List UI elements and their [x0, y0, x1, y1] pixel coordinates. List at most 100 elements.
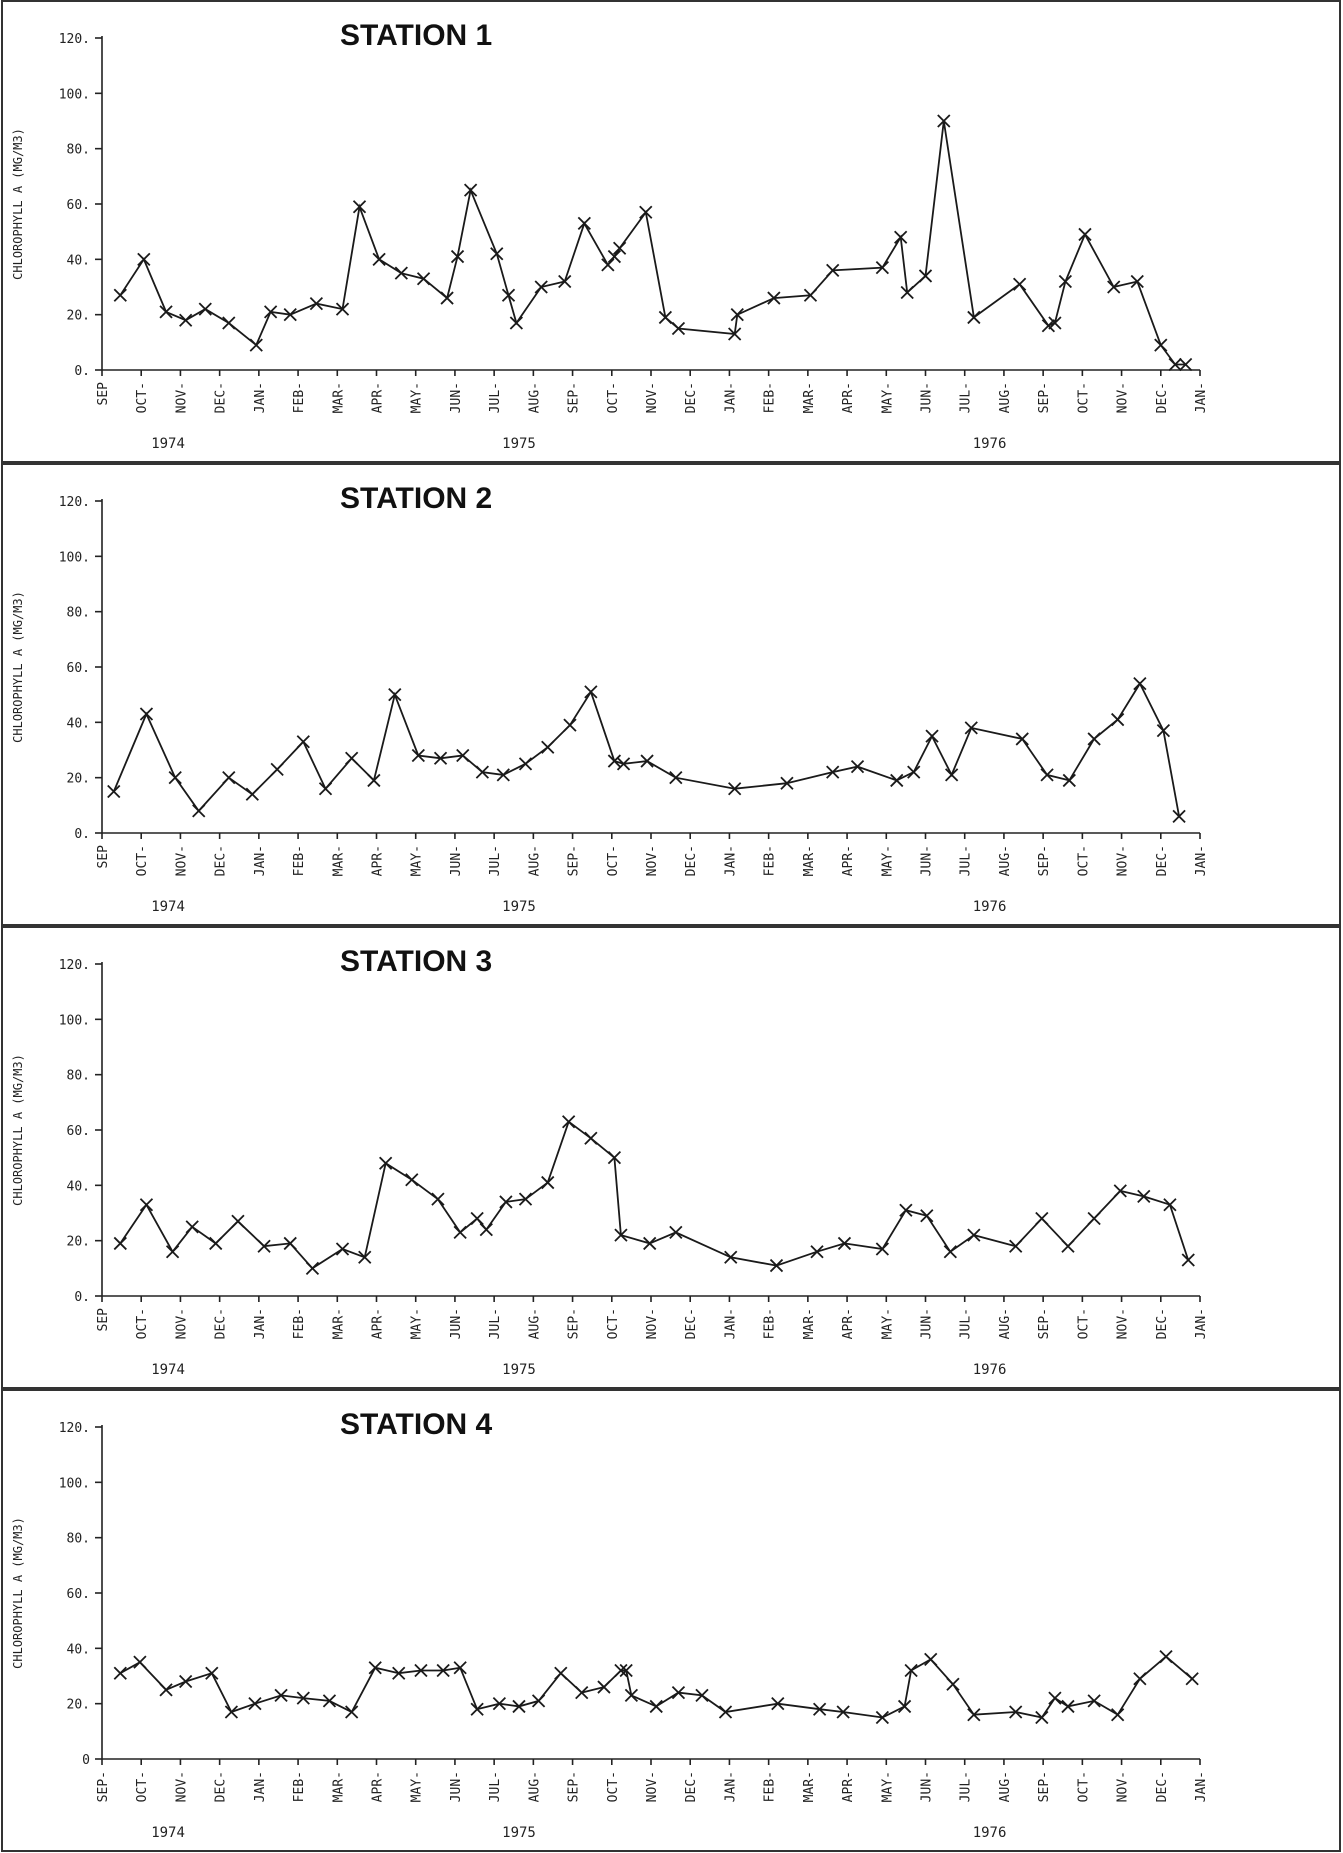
data-point	[769, 1258, 784, 1273]
marker-stroke	[209, 1236, 223, 1251]
month-label: SEP	[96, 382, 111, 406]
y-tick-label: 40.	[67, 1642, 90, 1657]
data-point	[601, 258, 615, 272]
data-point	[1040, 768, 1054, 782]
data-point	[113, 1236, 127, 1251]
data-point	[257, 1239, 271, 1253]
marker-stroke	[541, 1175, 555, 1190]
data-point	[541, 740, 555, 754]
month-label: NOV-	[1116, 382, 1131, 413]
month-label: FEB-	[763, 845, 778, 876]
data-point	[137, 252, 151, 266]
y-tick-label: 100.	[59, 87, 90, 102]
data-point	[1113, 1184, 1127, 1198]
marker-stroke	[658, 310, 673, 325]
data-point	[1061, 1699, 1075, 1714]
data-point	[643, 1236, 657, 1251]
data-point	[392, 1666, 406, 1680]
data-point	[616, 757, 631, 771]
data-point	[1035, 1710, 1049, 1725]
month-label: DEC-	[1155, 1771, 1170, 1802]
data-point	[470, 1702, 484, 1716]
marker-stroke	[456, 748, 470, 763]
marker-stroke	[305, 1261, 320, 1275]
data-point	[671, 1685, 686, 1700]
month-label: FEB-	[292, 382, 307, 413]
marker-stroke	[624, 1688, 639, 1703]
month-label: JAN-	[723, 1308, 738, 1339]
data-point	[584, 685, 598, 699]
data-point	[531, 1694, 546, 1708]
marker-stroke	[1137, 1189, 1151, 1204]
y-tick-label: 40.	[67, 1179, 90, 1194]
marker-stroke	[159, 1683, 173, 1697]
data-point	[453, 1661, 467, 1675]
data-point	[937, 114, 951, 128]
marker-stroke	[518, 1192, 533, 1206]
data-point	[826, 263, 840, 278]
marker-stroke	[512, 1699, 526, 1714]
marker-stroke	[257, 1239, 271, 1253]
marker-stroke	[379, 1156, 393, 1170]
month-label: MAR-	[331, 1771, 346, 1802]
data-point	[107, 784, 121, 799]
marker-stroke	[1015, 732, 1029, 746]
marker-stroke	[1041, 319, 1056, 333]
marker-stroke	[159, 305, 173, 319]
marker-stroke	[318, 782, 333, 796]
month-label: NOV-	[174, 1308, 189, 1339]
data-point	[614, 1228, 628, 1242]
y-tick-label: 40.	[67, 253, 90, 268]
y-tick-label: 100.	[59, 550, 90, 565]
marker-stroke	[1111, 712, 1125, 727]
data-point	[1015, 732, 1029, 746]
month-label: OCT-	[606, 382, 621, 413]
y-tick-label: 120.	[59, 958, 90, 973]
chart-title: STATION 4	[340, 1408, 493, 1441]
marker-stroke	[1040, 768, 1054, 782]
marker-stroke	[531, 1694, 546, 1708]
y-tick-label: 80.	[67, 1532, 90, 1547]
data-point	[192, 804, 206, 818]
marker-stroke	[1111, 1708, 1125, 1722]
data-point	[945, 768, 959, 782]
month-label: JAN-	[1194, 1771, 1209, 1802]
month-label: DEC-	[1155, 382, 1170, 413]
data-point	[159, 305, 173, 319]
marker-stroke	[826, 263, 840, 278]
month-label: JAN-	[1194, 1308, 1209, 1339]
data-point	[463, 183, 478, 197]
month-label: APR-	[841, 1771, 856, 1802]
marker-stroke	[205, 1666, 219, 1680]
marker-stroke	[470, 1702, 484, 1716]
marker-stroke	[937, 114, 951, 128]
data-point	[1159, 1649, 1173, 1664]
series-line	[112, 681, 1180, 817]
marker-stroke	[1062, 773, 1076, 788]
y-tick-label: 20.	[67, 772, 90, 787]
data-point	[318, 782, 333, 796]
month-label: JAN-	[1194, 382, 1209, 413]
data-point	[335, 1242, 350, 1256]
marker-stroke	[607, 249, 622, 264]
data-point	[812, 1702, 827, 1716]
year-label: 1976	[973, 1362, 1007, 1378]
station-panel-3: STATION 3 CHLOROPHYLL A (MG/M3) 0. 20. 40. 60…	[1, 926, 1341, 1389]
marker-stroke	[518, 757, 533, 771]
month-label: AUG-	[527, 845, 542, 876]
data-point	[358, 1250, 372, 1264]
marker-stroke	[1130, 274, 1144, 289]
marker-stroke	[224, 1705, 239, 1719]
data-point	[597, 1680, 611, 1694]
panel-border	[1, 926, 1341, 1389]
data-point	[456, 748, 470, 763]
month-label: MAY-	[410, 1308, 425, 1339]
data-point	[450, 249, 465, 264]
month-label: DEC-	[684, 382, 699, 413]
marker-stroke	[372, 252, 386, 266]
chart-title: STATION 3	[340, 945, 492, 978]
data-point	[1163, 1198, 1177, 1212]
month-label: JAN-	[1194, 845, 1209, 876]
data-point	[209, 1236, 223, 1251]
data-point	[894, 230, 908, 244]
